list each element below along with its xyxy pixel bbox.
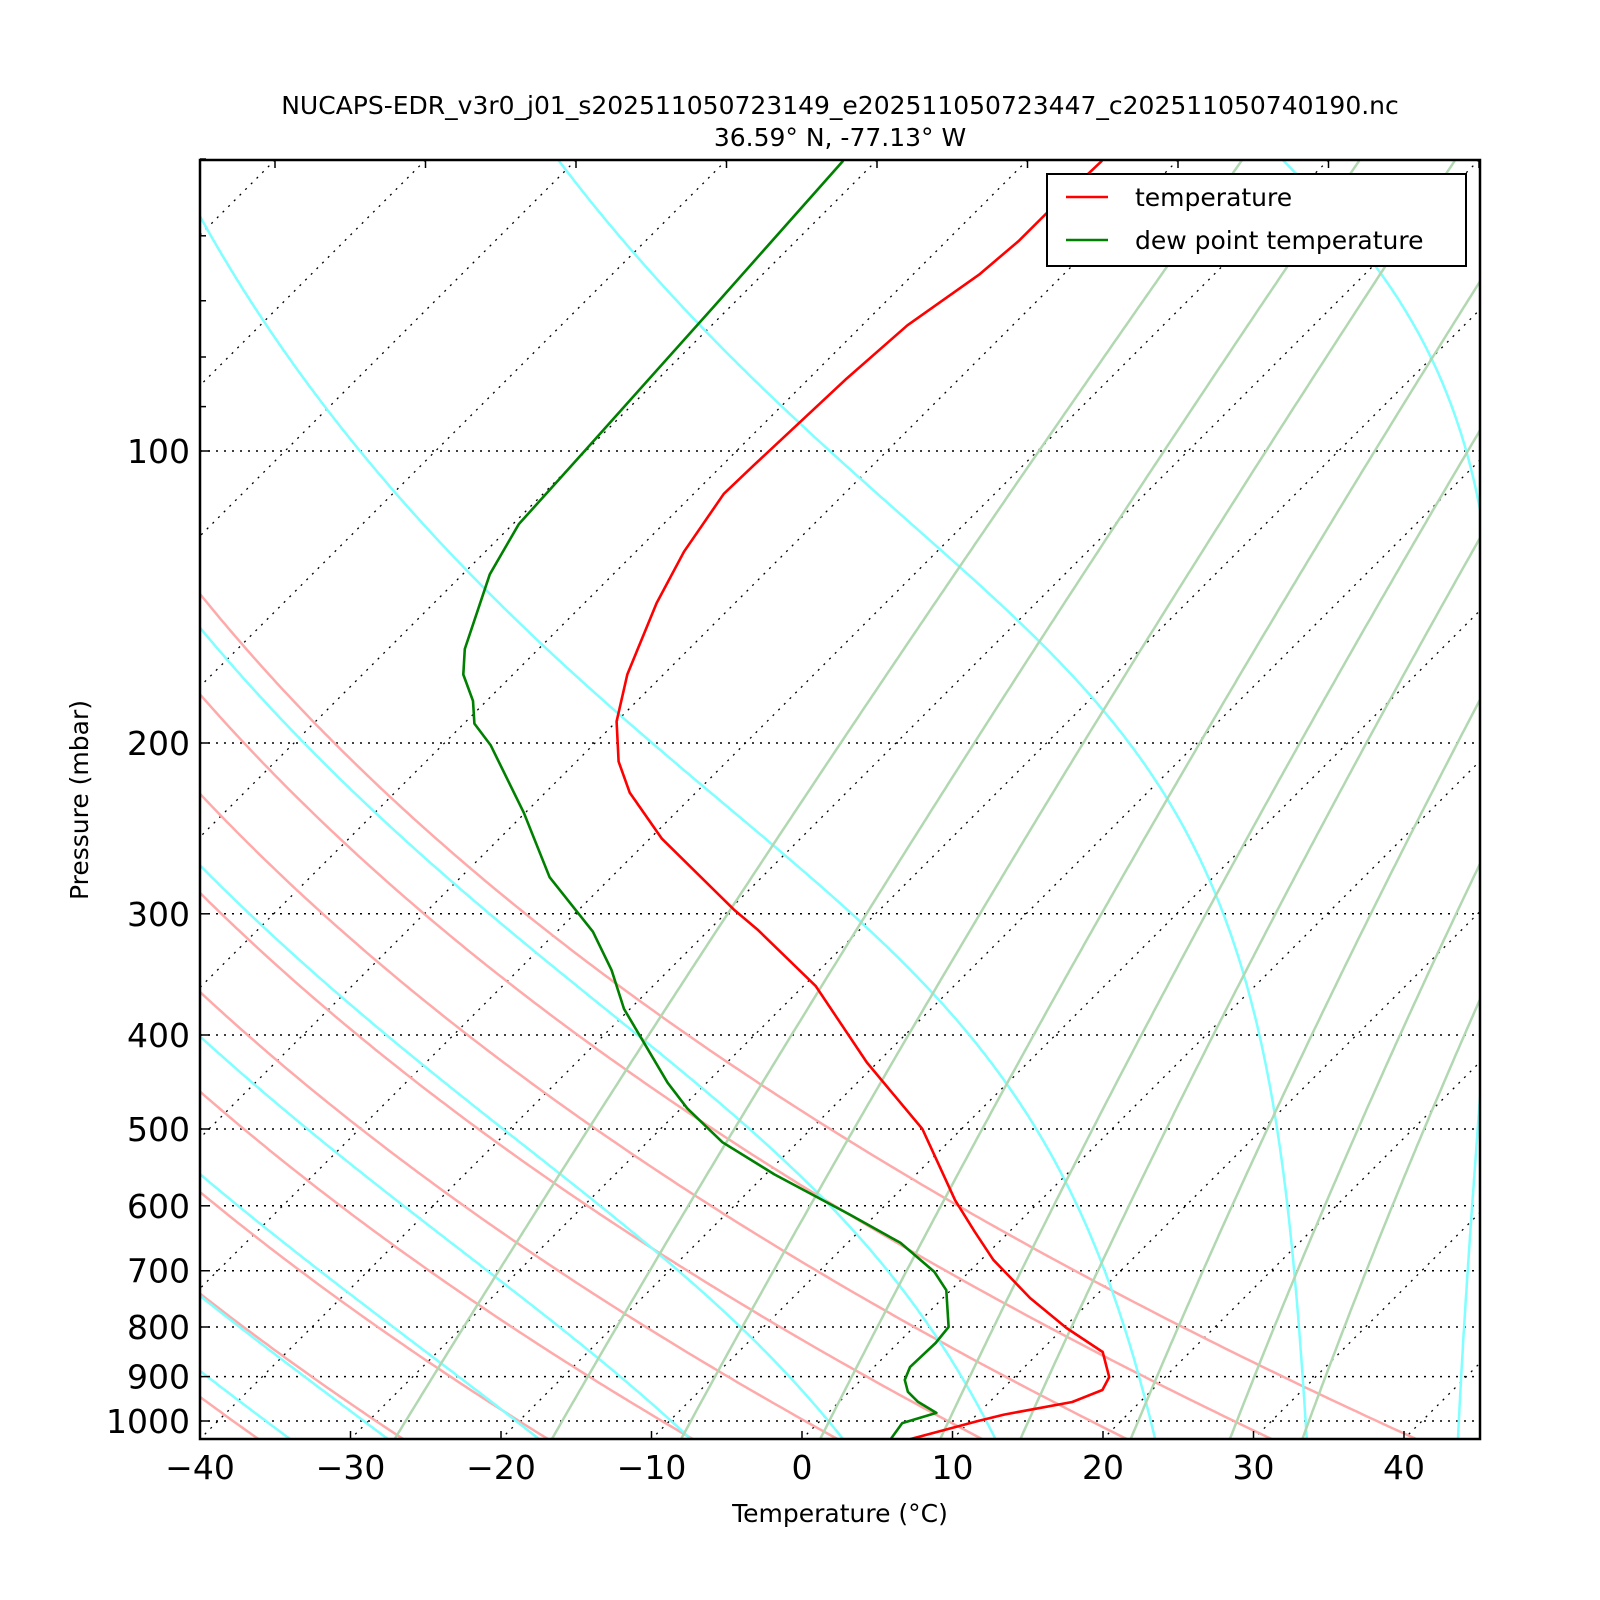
moist-adiabat-line (200, 625, 997, 1439)
mixing-ratio-line (679, 160, 1457, 1439)
chart-title: NUCAPS-EDR_v3r0_j01_s202511050723149_e20… (281, 91, 1399, 120)
x-tick-label: −30 (316, 1448, 386, 1487)
mixing-ratio-line (393, 160, 1244, 1439)
isotherm-line (1102, 1061, 1480, 1439)
dry-adiabat-line (200, 692, 1275, 1439)
isotherm-line (1252, 1211, 1480, 1439)
legend: temperature dew point temperature (1046, 173, 1467, 267)
moist-adiabat-line (1281, 160, 1480, 1439)
moist-adiabat-line (200, 1172, 541, 1439)
mixing-ratio-line (938, 427, 1480, 1439)
background-lines (0, 115, 1480, 1446)
plot-frame (198, 158, 1482, 1441)
isotherm-line (200, 160, 1480, 1439)
moist-adiabat-line (200, 1369, 293, 1439)
y-tick-label: 700 (127, 1252, 190, 1291)
y-axis-label: Pressure (mbar) (65, 700, 94, 900)
mixing-ratio-line (1301, 996, 1480, 1439)
isotherm-line (801, 760, 1480, 1439)
axis-ticks: −40 −30 −20 −10 0 10 20 30 40 100 200 300 400 500 600 7… (106, 158, 1480, 1487)
isotherm-line (200, 160, 1029, 989)
isotherm-line (200, 160, 878, 838)
isotherm-line (200, 160, 728, 688)
dry-adiabat-line (200, 1089, 696, 1439)
x-tick-label: −40 (165, 1448, 235, 1487)
isotherm-line (200, 160, 1179, 1139)
isotherm-line (500, 459, 1480, 1439)
mixing-ratio-line (1129, 697, 1480, 1439)
x-tick-label: 10 (932, 1448, 974, 1487)
x-tick-label: 0 (792, 1448, 813, 1487)
moist-adiabat-line (200, 863, 845, 1439)
y-tick-label: 200 (127, 724, 190, 763)
mixing-ratio-line (1019, 535, 1480, 1439)
x-tick-label: 40 (1383, 1448, 1425, 1487)
isotherm-line (349, 308, 1480, 1439)
moist-adiabat-line (200, 1294, 390, 1439)
temperature-line (615, 160, 1111, 1439)
dry-adiabat-line (200, 990, 840, 1439)
moist-adiabat-line (556, 160, 1308, 1439)
y-tick-label: 400 (127, 1016, 190, 1055)
isotherm-line (200, 160, 1330, 1290)
dewpoint-line (461, 160, 950, 1439)
y-tick-label: 600 (127, 1187, 190, 1226)
x-tick-label: 20 (1082, 1448, 1124, 1487)
x-axis-label: Temperature (°C) (731, 1499, 948, 1528)
dry-adiabat-line (0, 119, 122, 1446)
dry-adiabat-line (200, 591, 1420, 1439)
moist-adiabat-line (200, 213, 1157, 1439)
dry-adiabat-line (200, 891, 985, 1439)
y-tick-label: 100 (127, 432, 190, 471)
moist-adiabat-line (200, 1034, 693, 1439)
dry-adiabat-line (200, 1292, 406, 1439)
y-tick-label: 900 (127, 1358, 190, 1397)
chart-subtitle: 36.59° N, -77.13° W (714, 123, 966, 152)
x-tick-label: −20 (466, 1448, 536, 1487)
dry-adiabat-line (200, 1190, 551, 1439)
legend-dewpoint-label: dew point temperature (1135, 226, 1424, 255)
y-tick-label: 500 (127, 1110, 190, 1149)
isotherm-line (200, 160, 577, 537)
x-tick-label: −10 (617, 1448, 687, 1487)
moist-adiabat-line (0, 115, 194, 1446)
dry-adiabat-line (200, 1395, 261, 1439)
data-series (461, 160, 1111, 1439)
y-tick-label: 800 (127, 1308, 190, 1347)
isotherm-line (951, 910, 1480, 1439)
isotherm-line (1403, 1362, 1480, 1439)
x-tick-label: 30 (1233, 1448, 1275, 1487)
mixing-ratio-line (1228, 860, 1480, 1439)
isotherm-line (0, 115, 19, 1446)
legend-box (1046, 173, 1467, 267)
dry-adiabat-line (200, 792, 1130, 1439)
isotherm-line (200, 160, 427, 387)
y-tick-label: 1000 (106, 1402, 190, 1441)
legend-temperature-label: temperature (1135, 183, 1292, 212)
isotherm-line (200, 160, 276, 236)
mixing-ratio-line (818, 278, 1480, 1439)
y-tick-label: 300 (127, 895, 190, 934)
mixing-ratio-line (550, 160, 1362, 1439)
